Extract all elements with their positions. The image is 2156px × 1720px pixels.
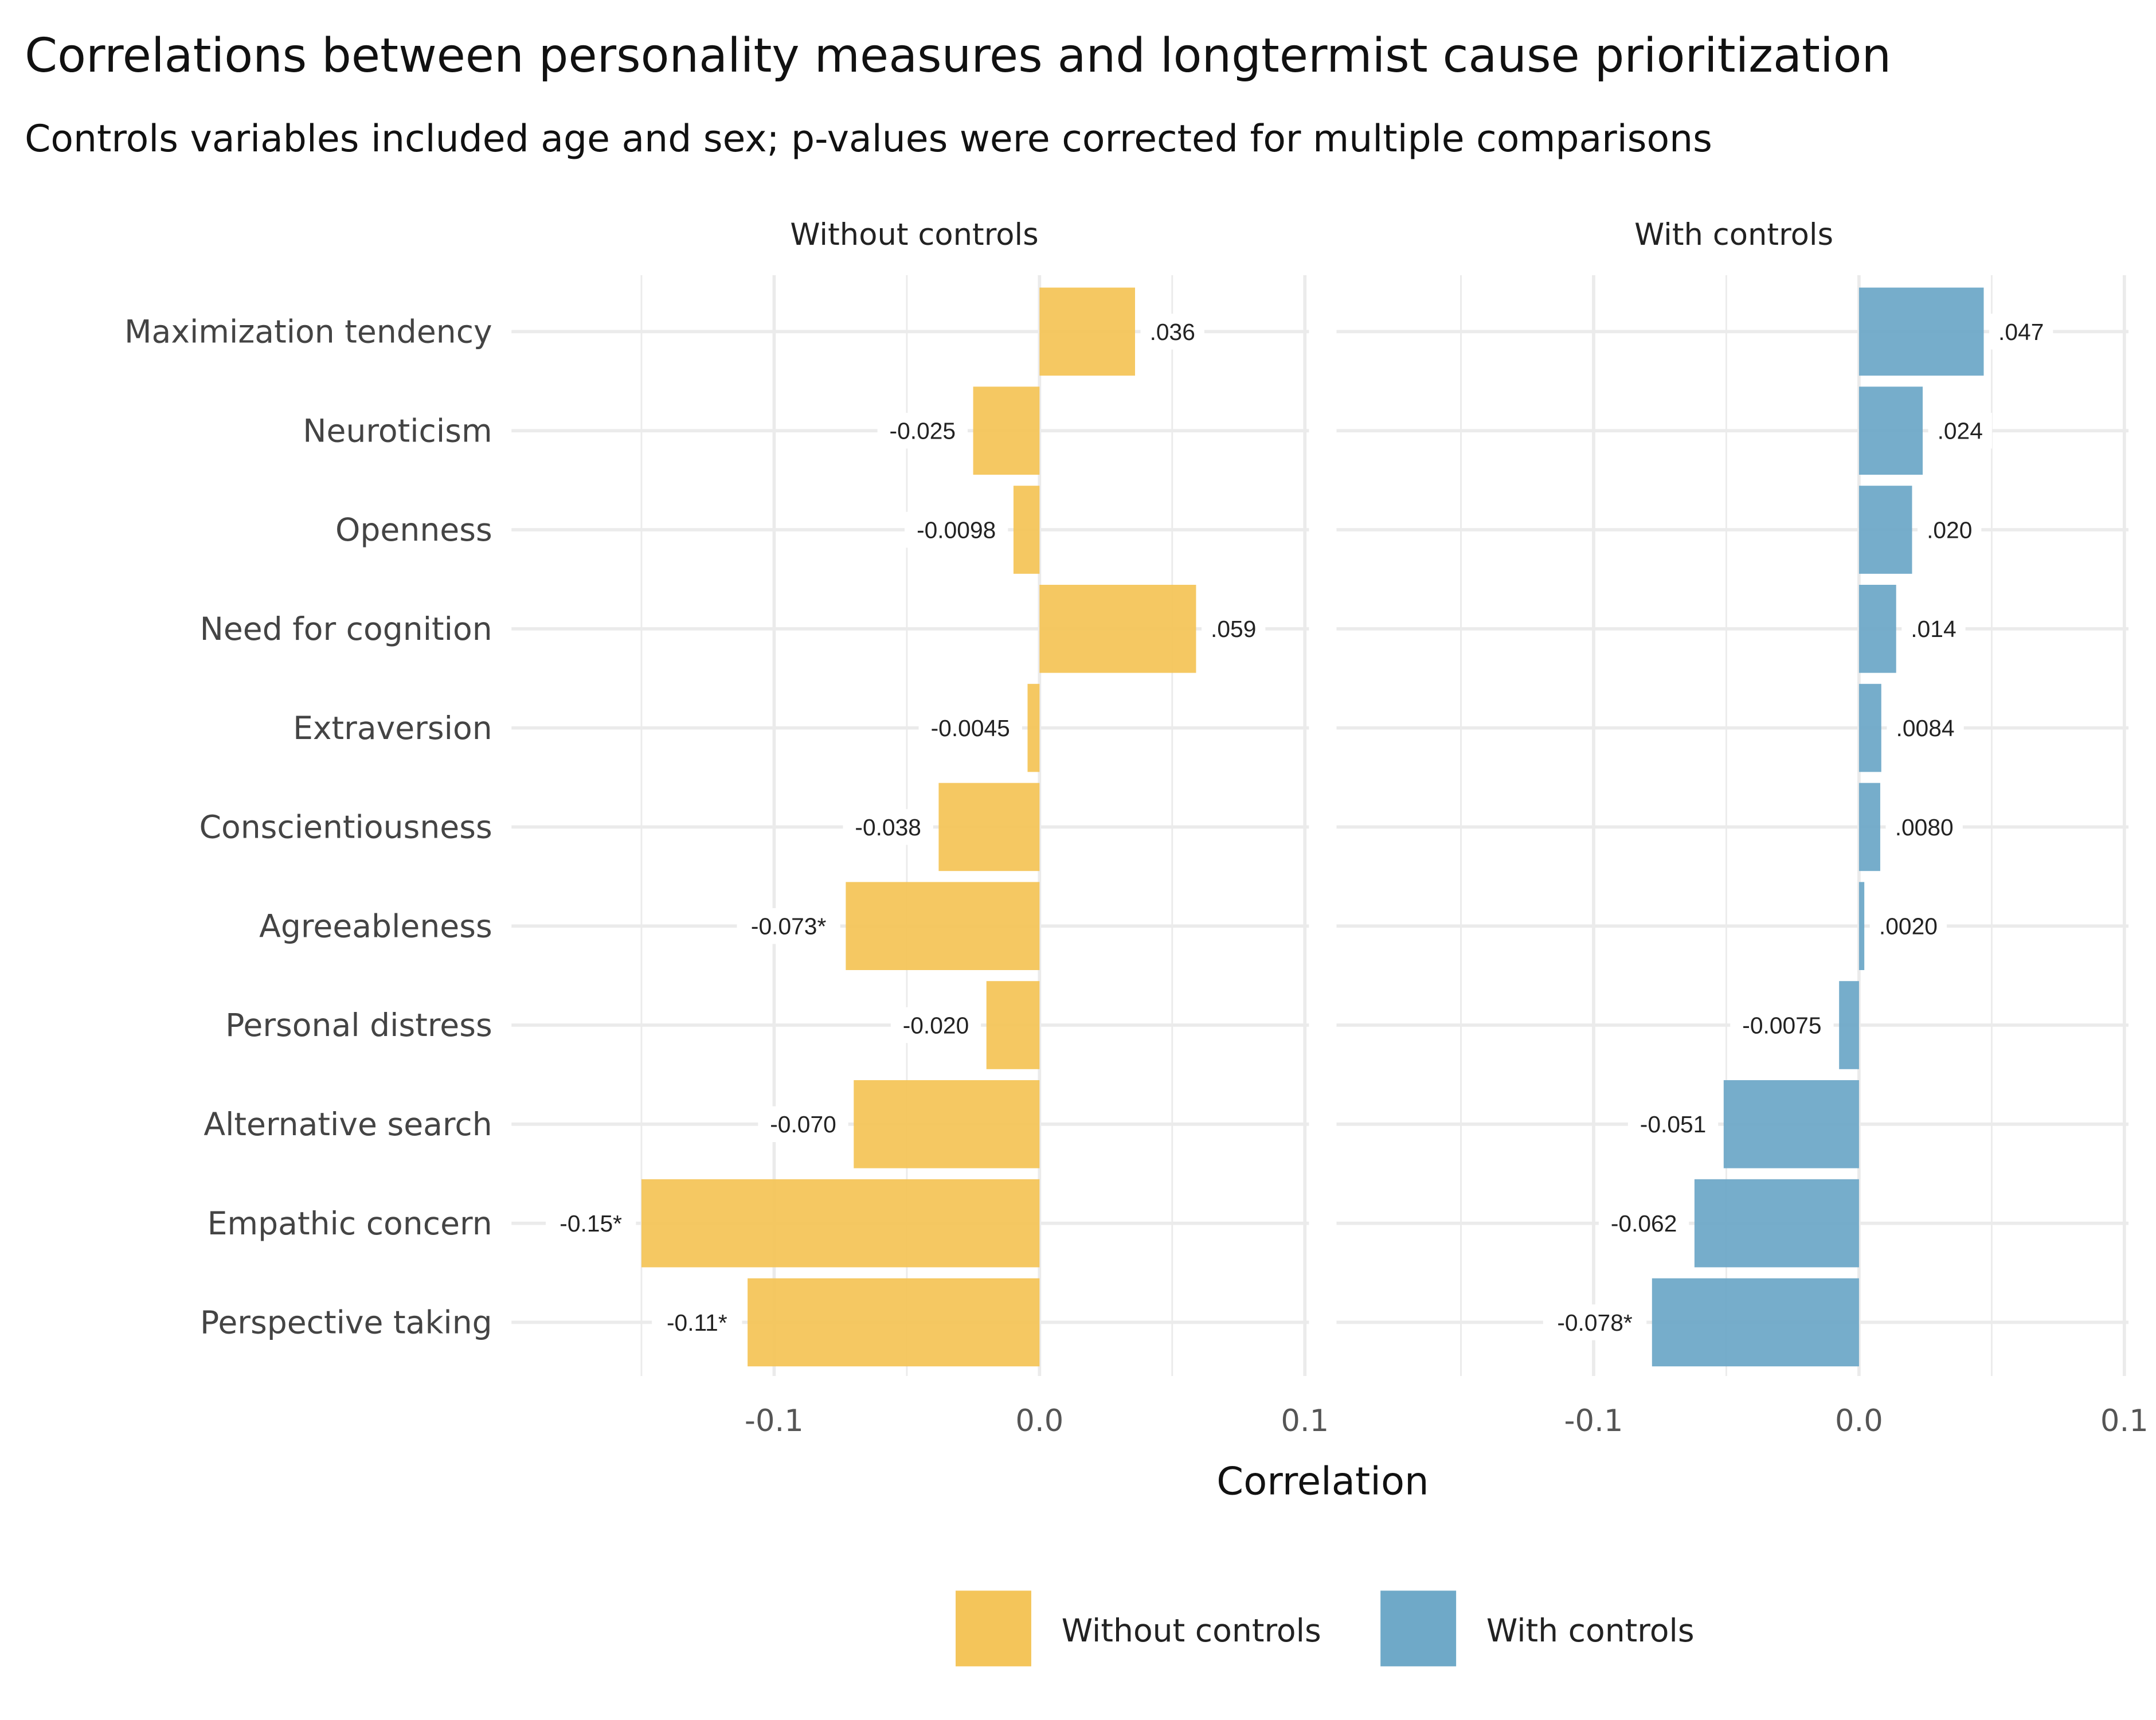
chart-title: Correlations between personality measure…	[25, 29, 1891, 83]
data-label-background	[1543, 1304, 1647, 1340]
data-label-background	[758, 1106, 848, 1142]
data-label-background	[652, 1304, 742, 1340]
category-label: Extraversion	[293, 710, 492, 747]
data-label: .0084	[1896, 715, 1955, 741]
legend-swatch-without-controls	[956, 1590, 1031, 1667]
data-label-background	[1901, 611, 1966, 647]
data-label: .047	[1998, 319, 2044, 345]
data-label: -0.0045	[931, 715, 1010, 741]
bar	[1723, 1080, 1859, 1168]
data-label-background	[1202, 611, 1266, 647]
x-tick-label: -0.1	[1564, 1404, 1623, 1438]
data-label: .024	[1938, 418, 1983, 444]
data-label: .020	[1927, 517, 1972, 543]
data-label: -0.0098	[917, 517, 996, 543]
bar	[1858, 783, 1880, 871]
category-label: Need for cognition	[200, 611, 492, 648]
chart-subtitle: Controls variables included age and sex;…	[25, 118, 1712, 161]
bar	[938, 783, 1040, 871]
data-label-background	[1885, 809, 1963, 845]
category-label: Conscientiousness	[199, 810, 492, 846]
bar	[1858, 287, 1984, 376]
data-label: -0.15*	[559, 1210, 622, 1237]
legend-label-without-controls: Without controls	[1062, 1613, 1321, 1649]
x-tick-label: -0.1	[745, 1404, 804, 1438]
data-label: .0080	[1895, 814, 1954, 841]
category-label: Agreeableness	[259, 908, 492, 945]
data-label-background	[905, 511, 1008, 548]
facet-label-with-controls: With controls	[1634, 217, 1833, 252]
bar	[1858, 585, 1896, 673]
bar	[641, 1179, 1040, 1268]
data-label-background	[918, 710, 1022, 746]
data-label-background	[1989, 314, 2053, 350]
data-label-background	[877, 413, 968, 449]
data-label-background	[1928, 413, 1992, 449]
data-label-background	[1140, 314, 1204, 350]
facet-label-without-controls: Without controls	[790, 217, 1038, 252]
bar	[1858, 683, 1881, 772]
x-tick-label: 0.0	[1015, 1404, 1063, 1438]
legend-swatch-with-controls	[1380, 1590, 1457, 1667]
x-tick-label: 0.0	[1835, 1404, 1883, 1438]
category-label: Openness	[335, 512, 492, 549]
category-label: Perspective taking	[200, 1305, 492, 1342]
category-labels: Maximization tendency Neuroticism Openness…	[124, 314, 492, 1342]
category-label: Neuroticism	[303, 413, 492, 449]
data-label: .059	[1211, 616, 1256, 642]
data-label: -0.0075	[1742, 1012, 1821, 1038]
bar	[1652, 1278, 1859, 1367]
legend-label-with-controls: With controls	[1486, 1613, 1695, 1649]
bars: .036 -0.025 -0.0098 .059 -0.0045 -0.038 -0.073…	[546, 287, 2053, 1367]
data-label-background	[1598, 1205, 1689, 1241]
bar	[1039, 287, 1135, 376]
x-tick-labels: -0.1 0.0 0.1 -0.1 0.0 0.1	[745, 1404, 2149, 1438]
category-label: Personal distress	[225, 1007, 492, 1044]
x-tick-label: 0.1	[1281, 1404, 1329, 1438]
data-label-background	[1869, 908, 1947, 944]
data-label-background	[1627, 1106, 1719, 1142]
bar	[1839, 981, 1859, 1069]
data-label: .0020	[1879, 913, 1938, 940]
data-label: -0.070	[770, 1111, 836, 1137]
x-tick-label: 0.1	[2100, 1404, 2149, 1438]
category-label: Alternative search	[204, 1107, 492, 1143]
data-label: -0.025	[890, 418, 956, 444]
bar	[973, 386, 1040, 475]
bar	[846, 882, 1040, 970]
x-axis-label: Correlation	[1216, 1459, 1429, 1503]
data-label: -0.078*	[1557, 1309, 1633, 1336]
data-label: -0.062	[1611, 1210, 1677, 1237]
data-label-background	[1918, 511, 1982, 548]
data-label: .014	[1911, 616, 1956, 642]
data-label-background	[737, 908, 840, 944]
data-label: -0.051	[1640, 1111, 1707, 1137]
bar	[986, 981, 1040, 1069]
data-label: -0.11*	[667, 1309, 727, 1336]
bar	[854, 1080, 1040, 1168]
data-label: -0.073*	[751, 913, 827, 940]
category-label: Maximization tendency	[124, 314, 492, 351]
bar	[1027, 683, 1040, 772]
bar	[748, 1278, 1040, 1367]
data-label: -0.020	[903, 1012, 969, 1038]
data-label: .036	[1150, 319, 1195, 345]
data-label-background	[890, 1007, 981, 1043]
data-label-background	[843, 809, 933, 845]
data-label: -0.038	[855, 814, 921, 841]
bar	[1694, 1179, 1859, 1268]
legend: Without controls With controls	[956, 1590, 1695, 1667]
bar	[1858, 882, 1865, 970]
bar	[1039, 585, 1196, 673]
bar	[1013, 486, 1040, 574]
data-label-background	[546, 1205, 636, 1241]
data-label-background	[1887, 710, 1964, 746]
data-label-background	[1730, 1007, 1834, 1043]
bar	[1858, 386, 1923, 475]
category-label: Empathic concern	[208, 1206, 492, 1242]
bar	[1858, 486, 1912, 574]
